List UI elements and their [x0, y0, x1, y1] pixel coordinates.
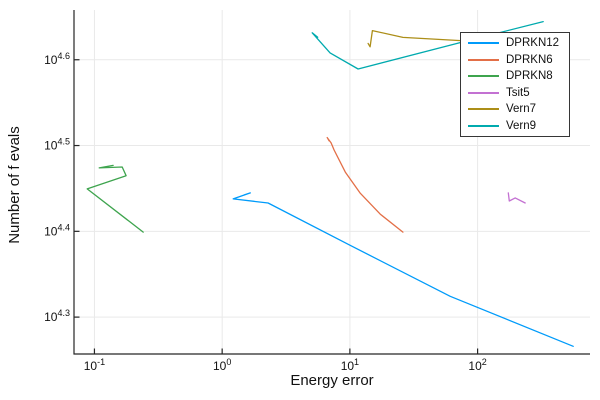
- x-tick-label: 101: [341, 357, 359, 373]
- legend-label: DPRKN8: [506, 70, 553, 83]
- legend-entry-Vern7: Vern7: [461, 101, 569, 117]
- legend-swatch-DPRKN8: [468, 75, 499, 78]
- legend-label: Vern9: [506, 119, 537, 132]
- legend-swatch-DPRKN12: [468, 42, 499, 45]
- legend-entry-Tsit5: Tsit5: [461, 85, 569, 101]
- legend-label: DPRKN6: [506, 53, 553, 66]
- legend: DPRKN12 DPRKN6 DPRKN8 Tsit5 Vern7 Vern9: [460, 32, 570, 137]
- y-tick-label: 104.6: [44, 51, 70, 67]
- series-line-DPRKN6: [326, 136, 404, 233]
- x-tick-label: 100: [213, 357, 231, 373]
- legend-entry-DPRKN8: DPRKN8: [461, 68, 569, 84]
- y-tick-label: 104.3: [44, 308, 70, 324]
- legend-entry-Vern9: Vern9: [461, 118, 569, 134]
- x-tick-label: 10-1: [84, 357, 105, 373]
- legend-swatch-Vern9: [468, 124, 499, 127]
- legend-label: Vern7: [506, 103, 537, 116]
- legend-label: DPRKN12: [506, 37, 560, 50]
- legend-swatch-Vern7: [468, 108, 499, 111]
- legend-entry-DPRKN12: DPRKN12: [461, 35, 569, 51]
- y-tick-label: 104.4: [44, 222, 70, 238]
- legend-swatch-Tsit5: [468, 91, 499, 94]
- x-tick-label: 102: [468, 357, 486, 373]
- legend-label: Tsit5: [506, 86, 530, 99]
- series-line-DPRKN12: [232, 192, 574, 347]
- legend-entry-DPRKN6: DPRKN6: [461, 52, 569, 68]
- series-line-Vern7: [367, 29, 466, 48]
- y-tick-label: 104.5: [44, 137, 70, 153]
- series-line-DPRKN8: [86, 164, 144, 233]
- legend-swatch-DPRKN6: [468, 58, 499, 61]
- series-line-Tsit5: [507, 192, 526, 204]
